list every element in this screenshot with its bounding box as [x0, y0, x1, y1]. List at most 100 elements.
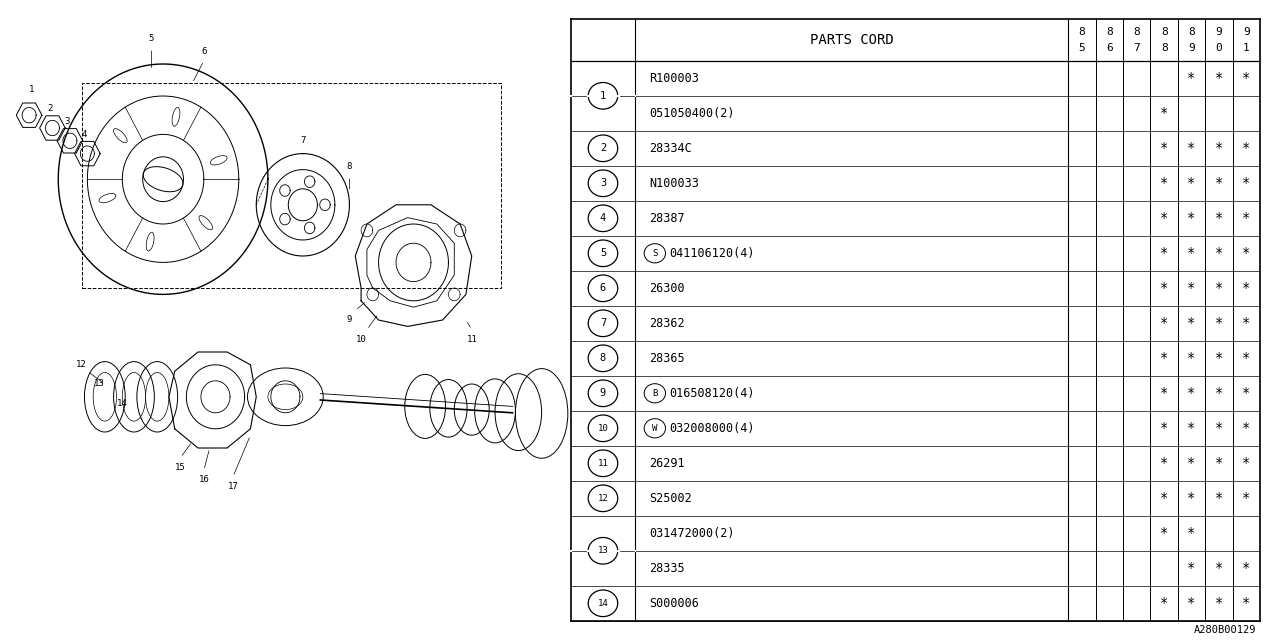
Text: 12: 12: [598, 494, 608, 503]
Text: *: *: [1160, 596, 1169, 611]
Text: *: *: [1242, 456, 1251, 470]
Text: 2: 2: [600, 143, 607, 154]
Text: 5: 5: [1079, 43, 1085, 52]
Text: W: W: [652, 424, 658, 433]
Text: *: *: [1215, 246, 1224, 260]
Text: 051050400(2): 051050400(2): [649, 107, 735, 120]
Text: *: *: [1215, 561, 1224, 575]
Text: 8: 8: [1161, 43, 1167, 52]
Text: 9: 9: [1243, 28, 1249, 37]
Text: *: *: [1215, 71, 1224, 85]
Text: *: *: [1215, 492, 1224, 506]
Text: *: *: [1215, 141, 1224, 156]
Text: 15: 15: [175, 463, 186, 472]
Text: *: *: [1242, 492, 1251, 506]
Text: *: *: [1188, 421, 1196, 435]
Text: 11: 11: [466, 335, 477, 344]
Text: *: *: [1242, 421, 1251, 435]
Text: *: *: [1160, 421, 1169, 435]
Text: 7: 7: [1133, 43, 1140, 52]
Text: *: *: [1160, 282, 1169, 295]
Text: 14: 14: [598, 599, 608, 608]
Text: *: *: [1215, 282, 1224, 295]
Text: 26291: 26291: [649, 457, 685, 470]
Text: 1: 1: [1243, 43, 1249, 52]
Text: PARTS CORD: PARTS CORD: [810, 33, 893, 47]
Text: *: *: [1160, 176, 1169, 190]
Text: *: *: [1160, 526, 1169, 540]
Text: 11: 11: [598, 459, 608, 468]
Text: *: *: [1215, 596, 1224, 611]
Text: *: *: [1242, 141, 1251, 156]
Text: *: *: [1242, 71, 1251, 85]
Text: 041106120(4): 041106120(4): [669, 247, 754, 260]
Text: 4: 4: [600, 213, 607, 223]
Text: *: *: [1188, 71, 1196, 85]
Text: *: *: [1188, 596, 1196, 611]
Text: 9: 9: [1216, 28, 1222, 37]
Text: *: *: [1160, 351, 1169, 365]
Text: *: *: [1242, 351, 1251, 365]
Text: 6: 6: [201, 47, 206, 56]
Text: *: *: [1188, 526, 1196, 540]
Text: *: *: [1242, 176, 1251, 190]
Text: *: *: [1188, 176, 1196, 190]
Text: 3: 3: [64, 117, 69, 126]
Text: 5: 5: [148, 34, 154, 43]
Text: 13: 13: [598, 547, 608, 556]
Text: 26300: 26300: [649, 282, 685, 295]
Text: *: *: [1242, 211, 1251, 225]
Text: *: *: [1215, 316, 1224, 330]
Text: *: *: [1188, 282, 1196, 295]
Text: 7: 7: [600, 318, 607, 328]
Text: 7: 7: [301, 136, 306, 145]
Text: *: *: [1215, 421, 1224, 435]
Text: *: *: [1242, 246, 1251, 260]
Text: *: *: [1160, 387, 1169, 400]
Text: 0: 0: [1216, 43, 1222, 52]
Text: *: *: [1160, 246, 1169, 260]
Text: 8: 8: [1133, 28, 1140, 37]
Text: 4: 4: [82, 130, 87, 139]
Text: 8: 8: [1188, 28, 1196, 37]
Text: 031472000(2): 031472000(2): [649, 527, 735, 540]
Text: *: *: [1242, 596, 1251, 611]
Text: 17: 17: [228, 482, 238, 491]
Text: 8: 8: [1079, 28, 1085, 37]
Text: *: *: [1242, 316, 1251, 330]
Text: 28334C: 28334C: [649, 142, 692, 155]
Text: 16: 16: [198, 476, 209, 484]
Text: 8: 8: [1161, 28, 1167, 37]
Text: B: B: [652, 388, 658, 398]
Text: *: *: [1160, 106, 1169, 120]
Text: 1: 1: [29, 85, 35, 94]
Text: *: *: [1188, 141, 1196, 156]
Text: 2: 2: [47, 104, 52, 113]
Text: *: *: [1160, 316, 1169, 330]
Text: *: *: [1215, 387, 1224, 400]
Text: 1: 1: [600, 91, 607, 100]
Text: 8: 8: [600, 353, 607, 364]
Text: 9: 9: [600, 388, 607, 398]
Text: *: *: [1160, 211, 1169, 225]
Text: 28387: 28387: [649, 212, 685, 225]
Text: 10: 10: [598, 424, 608, 433]
Text: S25002: S25002: [649, 492, 692, 505]
Text: 6: 6: [600, 284, 607, 293]
Text: *: *: [1188, 561, 1196, 575]
Text: 28335: 28335: [649, 562, 685, 575]
Text: *: *: [1188, 351, 1196, 365]
Text: *: *: [1188, 246, 1196, 260]
Text: R100003: R100003: [649, 72, 699, 84]
Text: 9: 9: [1188, 43, 1196, 52]
Text: *: *: [1160, 141, 1169, 156]
Text: 10: 10: [356, 335, 366, 344]
Text: *: *: [1242, 387, 1251, 400]
Text: 8: 8: [347, 162, 352, 171]
Text: *: *: [1242, 561, 1251, 575]
Text: 5: 5: [600, 248, 607, 259]
Text: *: *: [1188, 456, 1196, 470]
Text: *: *: [1215, 211, 1224, 225]
Text: *: *: [1215, 456, 1224, 470]
Text: *: *: [1242, 282, 1251, 295]
